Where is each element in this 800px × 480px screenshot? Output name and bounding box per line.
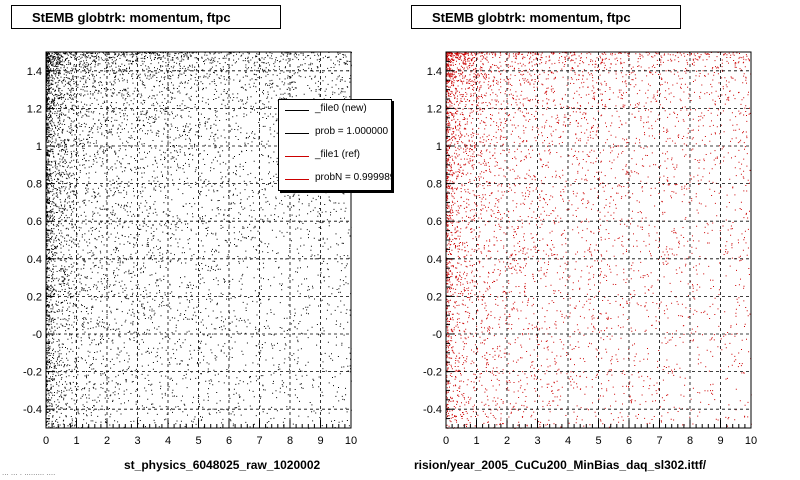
y-tick-label-1: -0.2 [23,367,42,379]
x-tick-label-7: 7 [656,435,662,447]
legend-swatch-file0 [285,110,309,111]
y-tick-label-4: 0.4 [27,254,42,266]
legend-swatch-file1 [285,156,309,157]
panel-title-left: StEMB globtrk: momentum, ftpc [11,5,281,29]
legend-swatch-probn [285,179,309,180]
y-tick-label-9: 1.4 [27,66,42,78]
grid-1 [446,52,751,428]
legend-swatch-prob [285,133,309,134]
x-tick-label-2: 2 [104,435,110,447]
y-tick-label-3: 0.2 [427,291,442,303]
y-tick-label-1: -0.2 [423,367,442,379]
legend-entry-probn: probN = 0.999989 [279,172,392,186]
y-tick-label-5: 0.6 [27,216,42,228]
legend-label-file1: _file1 (ref) [315,149,361,160]
panel-title-right: StEMB globtrk: momentum, ftpc [411,5,681,29]
scatter-point-cloud-1 [446,52,752,429]
y-tick-label-5: 0.6 [427,216,442,228]
scatter-points-0 [46,52,352,429]
x-tick-label-10: 10 [745,435,757,447]
x-axis-label-left: st_physics_6048025_raw_1020002 [124,458,321,472]
plot-panel-1: 0 1 2 3 4 5 6 7 8 9 10 -0.4 -0.2 -0 0.2 0.4 0.6 0.8 1 1.2 1.… [423,51,757,447]
legend: _file0 (new) prob = 1.000000 _file1 (ref… [278,99,392,191]
x-tick-label-6: 6 [626,435,632,447]
x-tick-label-4: 4 [565,435,571,447]
footer-text: ... ... . ......... .... [2,468,56,477]
legend-entry-file1: _file1 (ref) [279,149,391,163]
y-tick-label-2: -0 [32,329,42,341]
y-tick-label-0: -0.4 [23,404,42,416]
x-tick-label-1: 1 [473,435,479,447]
legend-label-file0: _file0 (new) [315,103,367,114]
x-tick-label-0: 0 [43,435,49,447]
y-tick-label-8: 1.2 [427,103,442,115]
x-tick-label-6: 6 [226,435,232,447]
y-tick-label-2: -0 [432,329,442,341]
x-tick-label-5: 5 [195,435,201,447]
scatter-point-cloud-0 [46,52,352,429]
y-tick-label-3: 0.2 [27,291,42,303]
y-tick-label-7: 1 [436,141,442,153]
y-tick-label-4: 0.4 [427,254,442,266]
x-tick-label-3: 3 [534,435,540,447]
y-tick-label-9: 1.4 [427,66,442,78]
x-tick-label-4: 4 [165,435,171,447]
legend-label-probn: probN = 0.999989 [315,172,392,183]
legend-label-prob: prob = 1.000000 [315,126,389,137]
x-tick-label-1: 1 [73,435,79,447]
y-tick-label-6: 0.8 [27,179,42,191]
legend-entry-file0: _file0 (new) [279,103,391,117]
legend-entry-prob: prob = 1.000000 [279,126,391,140]
y-tick-label-8: 1.2 [27,103,42,115]
x-tick-label-7: 7 [256,435,262,447]
x-tick-label-9: 9 [317,435,323,447]
x-tick-label-0: 0 [443,435,449,447]
x-axis-label-right: rision/year_2005_CuCu200_MinBias_daq_sl3… [414,458,707,472]
x-tick-label-2: 2 [504,435,510,447]
x-tick-label-10: 10 [345,435,357,447]
x-tick-label-9: 9 [717,435,723,447]
x-tick-label-8: 8 [687,435,693,447]
scatter-points-1 [446,52,752,429]
x-tick-label-8: 8 [287,435,293,447]
grid-0 [46,52,351,428]
x-tick-label-3: 3 [134,435,140,447]
y-tick-label-0: -0.4 [423,404,442,416]
x-tick-label-5: 5 [595,435,601,447]
plot-panel-0: 0 1 2 3 4 5 6 7 8 9 10 -0.4 -0.2 -0 0.2 0.4 0.6 0.8 1 1.2 1.… [23,51,357,447]
y-tick-label-7: 1 [36,141,42,153]
y-tick-label-6: 0.8 [427,179,442,191]
